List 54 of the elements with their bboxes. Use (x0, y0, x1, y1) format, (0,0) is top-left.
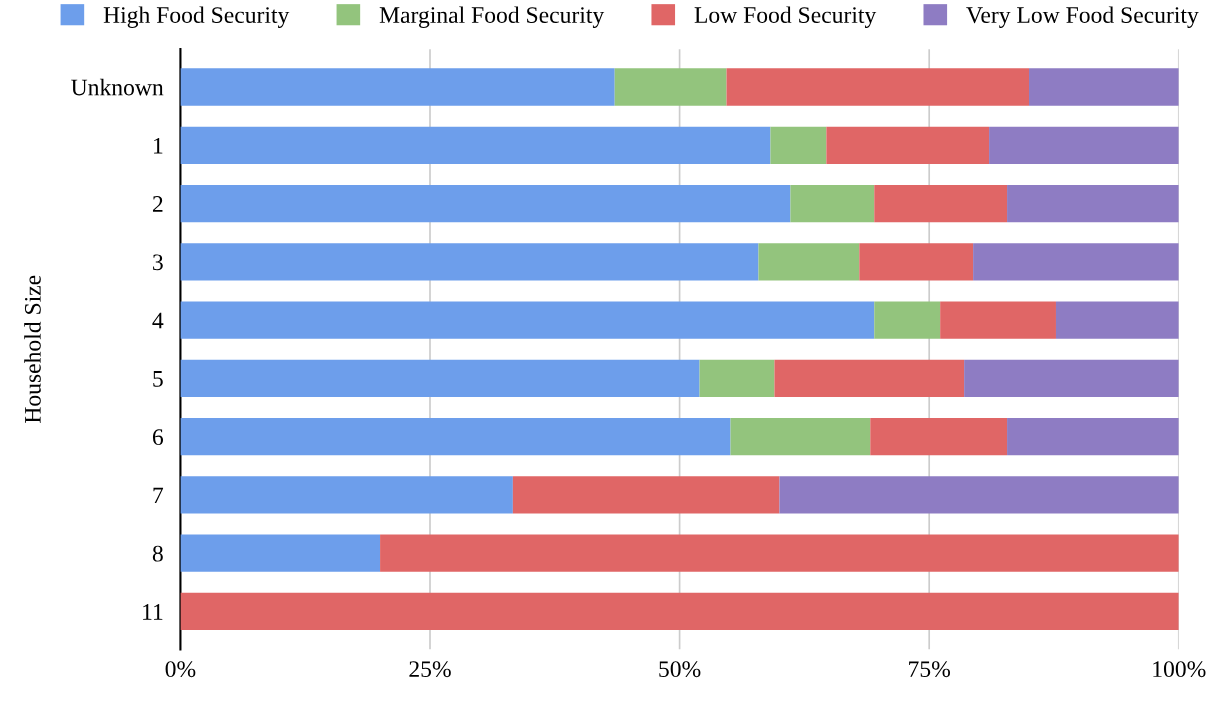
bar (1007, 418, 1179, 456)
bar (614, 68, 727, 106)
y-tick-label: 1 (154, 137, 163, 154)
y-tick-label: Unknown (71, 78, 164, 96)
bar (779, 476, 1179, 514)
bar (699, 359, 775, 398)
bar (180, 592, 1179, 631)
bar (180, 476, 513, 514)
bar (874, 184, 1008, 223)
bar (826, 126, 990, 164)
bar (730, 418, 871, 456)
bar (989, 126, 1179, 164)
y-tick-label: 5 (153, 371, 163, 387)
y-tick-label: 3 (153, 254, 163, 271)
y-tick-label: 2 (152, 196, 163, 212)
bar (774, 359, 965, 398)
x-tick-label: 75% (909, 661, 951, 678)
bar (180, 68, 615, 106)
x-tick-label: 0% (165, 661, 196, 678)
x-tick-label: 100% (1153, 661, 1206, 678)
bar (726, 68, 1030, 106)
bar (859, 243, 974, 281)
bar (180, 184, 791, 223)
bar (180, 243, 759, 281)
bar (1029, 68, 1179, 106)
y-tick-label: 8 (152, 545, 163, 562)
bar (870, 418, 1008, 456)
bar (180, 418, 731, 456)
bar (874, 301, 941, 339)
bar (973, 243, 1179, 281)
bar (180, 301, 875, 339)
bar (380, 534, 1179, 572)
bar (180, 534, 381, 572)
legend-label: Low Food Security (694, 6, 877, 28)
bar (940, 301, 1056, 339)
bar (180, 126, 771, 164)
legend-label: Very Low Food Security (966, 6, 1199, 28)
y-tick-label: 11 (143, 604, 163, 620)
y-tick-label: 4 (152, 312, 164, 329)
bar (964, 359, 1179, 398)
bar (180, 359, 700, 398)
bar (758, 243, 860, 281)
y-tick-label: 7 (153, 487, 164, 504)
legend-label: Marginal Food Security (379, 6, 605, 28)
y-tick-label: 6 (152, 429, 164, 446)
bar (512, 476, 780, 514)
bar (1055, 301, 1179, 339)
bar (1007, 184, 1179, 223)
y-axis-title: Household Size (24, 275, 41, 423)
x-tick-label: 25% (409, 661, 451, 678)
bar (790, 184, 875, 223)
legend-label: High Food Security (103, 6, 290, 28)
bar (770, 126, 827, 164)
x-tick-label: 50% (659, 661, 701, 678)
